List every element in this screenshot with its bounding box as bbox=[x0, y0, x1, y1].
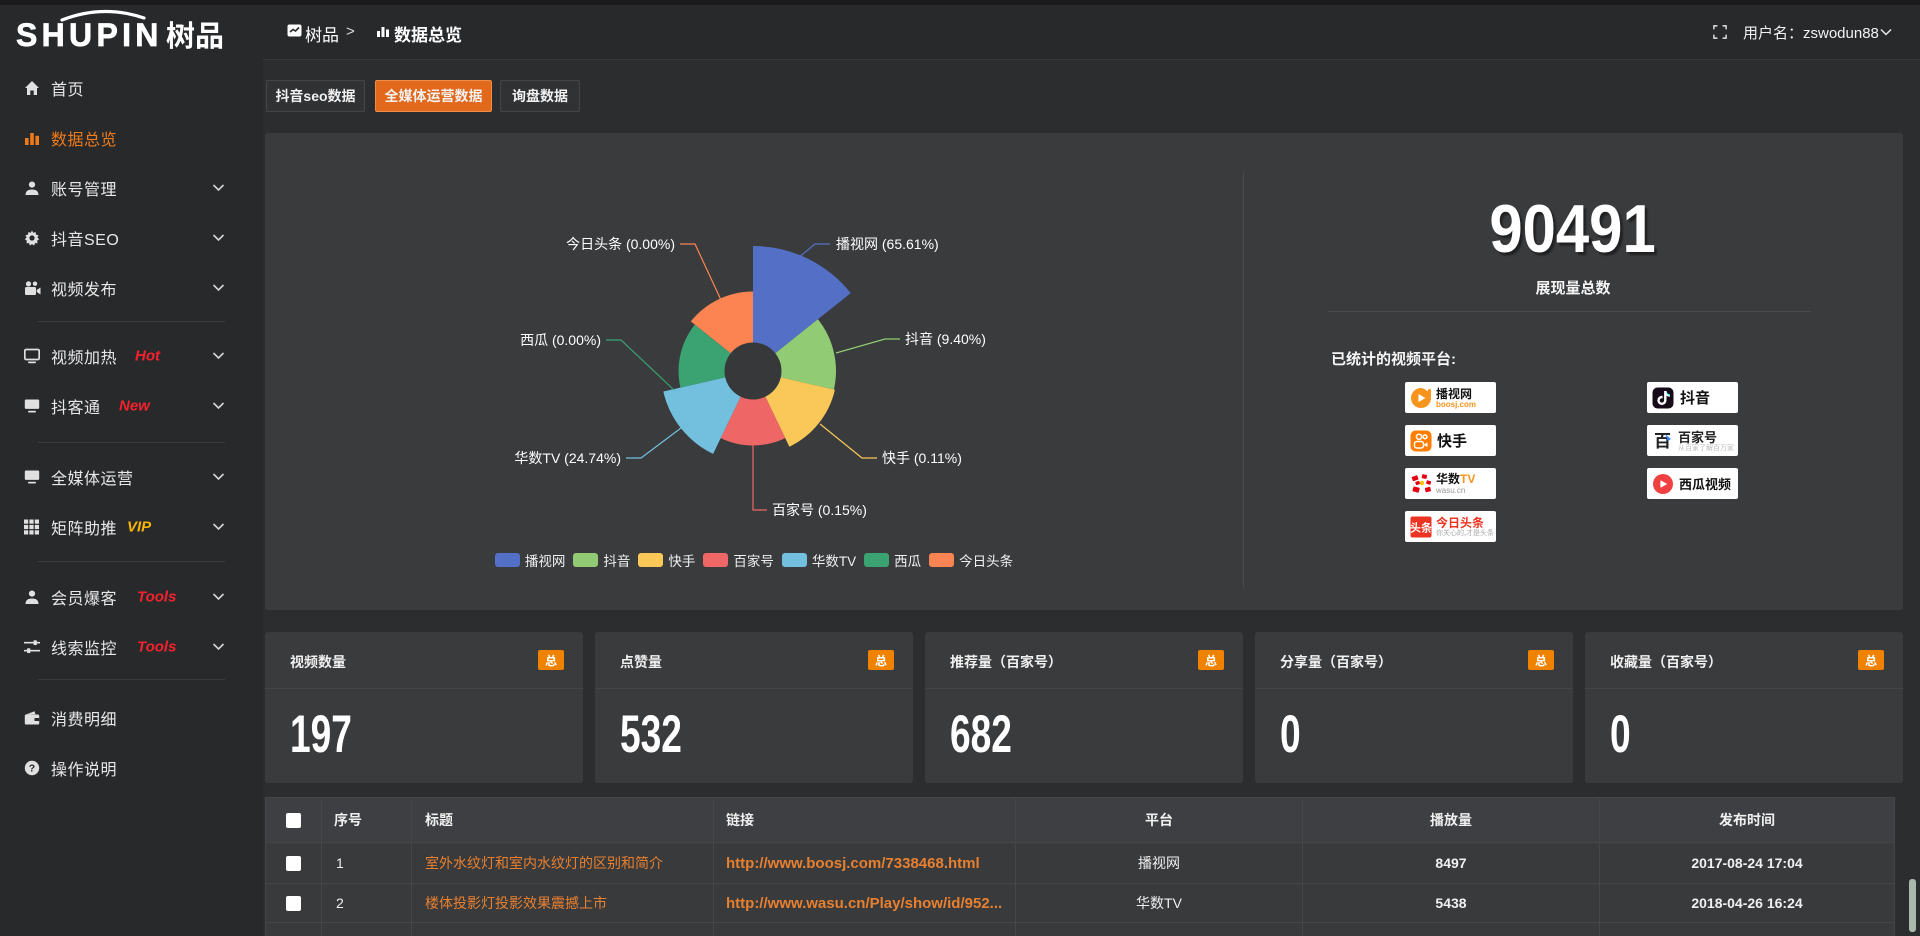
svg-text:?: ? bbox=[29, 763, 35, 775]
svg-text:快手 (0.11%): 快手 (0.11%) bbox=[882, 450, 962, 466]
svg-text:西瓜 (0.00%): 西瓜 (0.00%) bbox=[520, 332, 601, 348]
svg-text:今日头条 (0.00%): 今日头条 (0.00%) bbox=[566, 236, 675, 252]
svg-text:树品: 树品 bbox=[166, 13, 224, 55]
svg-text:百家号 (0.15%): 百家号 (0.15%) bbox=[772, 502, 867, 518]
svg-text:头条: 头条 bbox=[1410, 519, 1432, 535]
svg-text:华数TV (24.74%): 华数TV (24.74%) bbox=[514, 450, 621, 466]
svg-text:百: 百 bbox=[1654, 430, 1671, 452]
svg-text:抖音 (9.40%): 抖音 (9.40%) bbox=[905, 331, 986, 347]
svg-text:播视网 (65.61%): 播视网 (65.61%) bbox=[836, 236, 939, 252]
svg-text:SHUPIN: SHUPIN bbox=[16, 17, 163, 53]
